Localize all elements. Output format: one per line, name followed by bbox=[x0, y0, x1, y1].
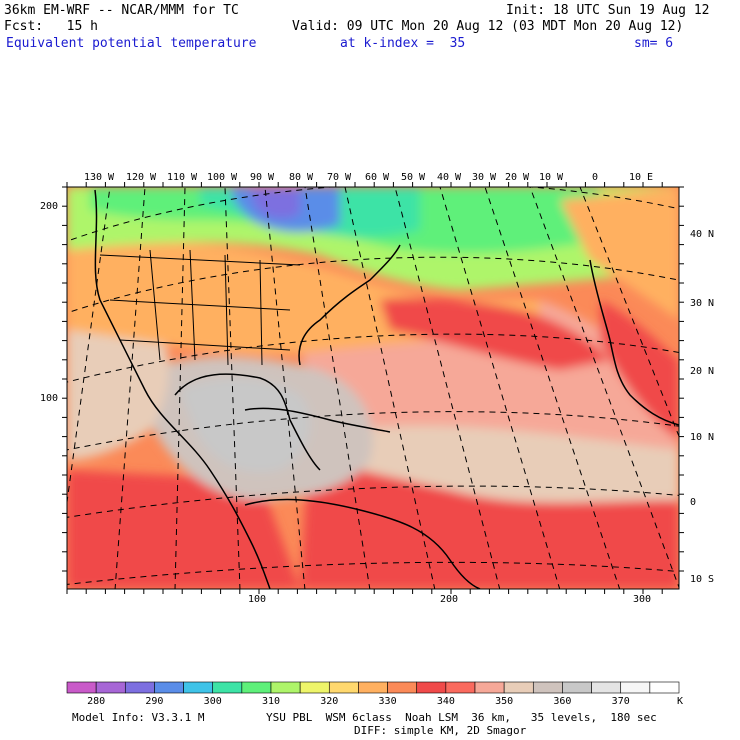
map-frame bbox=[66, 186, 680, 590]
lon-label: 30 W bbox=[471, 172, 497, 183]
lon-label: 20 W bbox=[504, 172, 530, 183]
lon-label: 10 E bbox=[628, 172, 654, 183]
colorbar-label: 290 bbox=[145, 696, 164, 707]
colorbar-swatch bbox=[183, 681, 214, 694]
colorbar-swatch bbox=[241, 681, 272, 694]
colorbar-swatch bbox=[562, 681, 592, 694]
init-time: Init: 18 UTC Sun 19 Aug 12 bbox=[506, 3, 710, 18]
lat-label: 40 N bbox=[690, 229, 715, 240]
coastlines bbox=[94, 189, 679, 589]
colorbar-swatch bbox=[212, 681, 243, 694]
colorbar-swatch bbox=[154, 681, 184, 694]
graticule bbox=[67, 187, 679, 589]
diffusion-info: DIFF: simple KM, 2D Smagor bbox=[354, 724, 527, 737]
theta-e-field bbox=[67, 187, 679, 589]
colorbar-label: 300 bbox=[203, 696, 222, 707]
grid-y-label: 100 bbox=[40, 393, 59, 404]
lat-label: 0 bbox=[690, 497, 697, 508]
colorbar-label: 320 bbox=[320, 696, 339, 707]
lon-label: 50 W bbox=[400, 172, 426, 183]
colorbar-label: 360 bbox=[553, 696, 572, 707]
colorbar-label: 370 bbox=[611, 696, 630, 707]
colorbar-swatch bbox=[474, 681, 505, 694]
model-info: Model Info: V3.3.1 M bbox=[72, 711, 205, 724]
lon-label: 90 W bbox=[249, 172, 275, 183]
lon-label: 130 W bbox=[83, 172, 115, 183]
frame-ticks bbox=[62, 182, 684, 594]
colorbar-swatch bbox=[387, 681, 418, 694]
political-boundaries bbox=[99, 249, 301, 366]
lon-label: 10 W bbox=[538, 172, 564, 183]
lon-label: 40 W bbox=[436, 172, 462, 183]
grid-y-label: 200 bbox=[40, 201, 59, 212]
lon-label: 110 W bbox=[166, 172, 198, 183]
colorbar-swatch bbox=[416, 681, 447, 694]
lon-label: 60 W bbox=[364, 172, 390, 183]
smoothing-info: sm= 6 bbox=[634, 36, 674, 51]
lon-label: 0 bbox=[591, 172, 599, 183]
colorbar-swatch bbox=[299, 681, 330, 694]
lat-label: 30 N bbox=[690, 298, 715, 309]
colorbar-label: 330 bbox=[378, 696, 397, 707]
grid-x-label: 300 bbox=[632, 594, 652, 605]
colorbar-swatch bbox=[649, 681, 680, 694]
valid-time: Valid: 09 UTC Mon 20 Aug 12 (03 MDT Mon … bbox=[292, 19, 684, 34]
colorbar-swatch bbox=[591, 681, 622, 694]
lat-label: 10 N bbox=[690, 432, 715, 443]
colorbar-swatch bbox=[270, 681, 301, 694]
colorbar-swatch bbox=[445, 681, 476, 694]
colorbar-label: 340 bbox=[436, 696, 455, 707]
grid-x-label: 100 bbox=[247, 594, 267, 605]
colorbar-swatch bbox=[358, 681, 388, 694]
grid-x-label: 200 bbox=[439, 594, 459, 605]
lat-label: 20 N bbox=[690, 366, 715, 377]
colorbar-swatch bbox=[328, 681, 359, 694]
lon-label: 100 W bbox=[206, 172, 238, 183]
colorbar bbox=[66, 681, 680, 694]
level-info: at k-index = 35 bbox=[340, 36, 466, 51]
colorbar-swatch bbox=[124, 681, 155, 694]
colorbar-swatch bbox=[66, 681, 97, 694]
lon-label: 120 W bbox=[125, 172, 157, 183]
colorbar-swatch bbox=[532, 681, 563, 694]
field-name: Equivalent potential temperature bbox=[6, 36, 257, 51]
colorbar-swatch bbox=[620, 681, 651, 694]
physics-info: YSU PBL WSM 6class Noah LSM 36 km, 35 le… bbox=[266, 711, 657, 724]
colorbar-swatch bbox=[503, 681, 534, 694]
lon-label: 80 W bbox=[288, 172, 314, 183]
colorbar-swatch bbox=[95, 681, 126, 694]
model-title: 36km EM-WRF -- NCAR/MMM for TC bbox=[4, 3, 239, 18]
colorbar-label: 280 bbox=[87, 696, 106, 707]
lon-label: 70 W bbox=[326, 172, 352, 183]
colorbar-label: 310 bbox=[261, 696, 281, 707]
forecast-hour: Fcst: 15 h bbox=[4, 19, 98, 34]
colorbar-units: K bbox=[676, 696, 684, 707]
lat-label: 10 S bbox=[690, 574, 715, 585]
colorbar-label: 350 bbox=[495, 696, 514, 707]
